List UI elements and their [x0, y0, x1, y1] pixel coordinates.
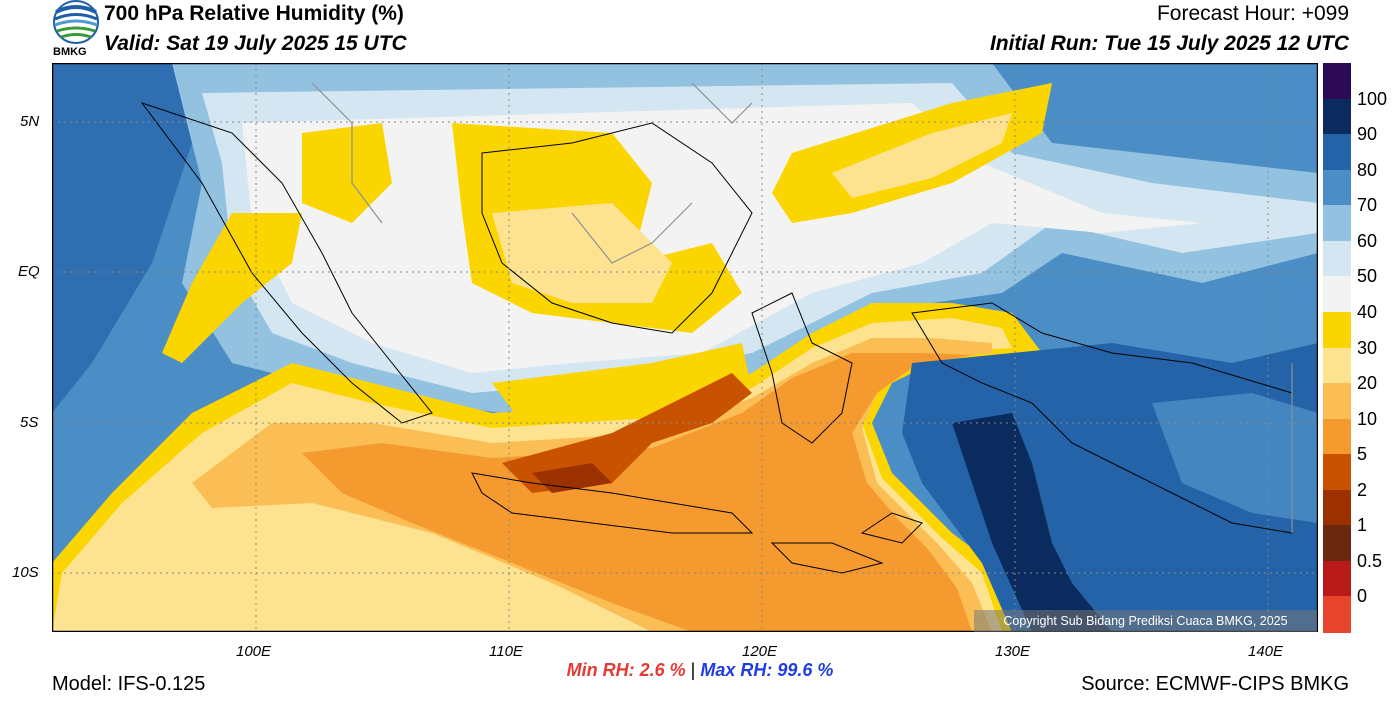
colorbar-cell [1323, 489, 1351, 526]
valid-time: Valid: Sat 19 July 2025 15 UTC [104, 32, 407, 55]
colorbar-cell [1323, 205, 1351, 242]
colorbar-cell [1323, 276, 1351, 313]
dry-patch-2-inner [492, 203, 672, 303]
min-max-separator: | [690, 660, 696, 680]
lon-label-100e: 100E [236, 643, 272, 660]
lon-label-120e: 120E [742, 643, 778, 660]
colorbar-label: 10 [1357, 408, 1378, 429]
colorbar-label: 0.5 [1357, 550, 1383, 571]
colorbar-label: 50 [1357, 266, 1378, 287]
colorbar-cell [1323, 525, 1351, 562]
humidity-map [52, 63, 1318, 632]
rh-band-2 [502, 373, 752, 493]
colorbar-label: 70 [1357, 195, 1378, 216]
graticule [52, 63, 1318, 632]
coastlines [140, 102, 1293, 574]
colorbar-cell [1323, 596, 1351, 633]
dry-patch-4 [162, 213, 302, 363]
logo-text: BMKG [53, 46, 87, 58]
colorbar-label: 1 [1357, 515, 1368, 536]
lat-label-eq: EQ [18, 263, 40, 280]
borders [311, 82, 1293, 533]
colorbar-cell [1323, 311, 1351, 348]
colorbar-cell [1323, 98, 1351, 135]
dry-patch-1 [302, 123, 392, 223]
colorbar-label: 40 [1357, 301, 1378, 322]
lon-label-130e: 130E [995, 643, 1031, 660]
map-frame [52, 63, 1318, 632]
lat-label-10s: 10S [12, 564, 39, 581]
colorbar-label: 20 [1357, 373, 1378, 394]
colorbar-cell [1323, 560, 1351, 597]
colorbar-label: 90 [1357, 124, 1378, 145]
colorbar-cell [1323, 418, 1351, 455]
rh-band-5 [302, 353, 972, 632]
bmkg-logo [50, 0, 102, 62]
min-rh-value: 2.6 % [639, 660, 686, 680]
colorbar [1323, 63, 1351, 633]
colorbar-label: 100 [1357, 88, 1388, 109]
rh-east-90 [952, 413, 1112, 632]
lon-label-140e: 140E [1248, 643, 1284, 660]
colorbar-label: 5 [1357, 444, 1368, 465]
colorbar-cell [1323, 169, 1351, 206]
colorbar-cell [1323, 347, 1351, 384]
colorbar-label: 80 [1357, 159, 1378, 180]
copyright-note: Copyright Sub Bidang Prediksi Cuaca BMKG… [974, 610, 1317, 632]
humidity-map-svg [52, 63, 1318, 632]
lat-label-5n: 5N [20, 113, 40, 130]
colorbar-label: 0 [1357, 586, 1368, 607]
colorbar-cell [1323, 134, 1351, 171]
lon-label-110e: 110E [489, 643, 523, 660]
colorbar-cell [1323, 63, 1351, 100]
rh-band-west-80 [52, 63, 192, 413]
min-rh-label: Min RH: [566, 660, 635, 680]
source-info: Source: ECMWF-CIPS BMKG [1081, 673, 1349, 695]
model-info: Model: IFS-0.125 [52, 673, 206, 695]
chart-title: 700 hPa Relative Humidity (%) [104, 2, 404, 25]
min-max-rh: Min RH: 2.6 % | Max RH: 99.6 % [0, 660, 1400, 681]
colorbar-cell [1323, 383, 1351, 420]
dry-patch-3-inner [832, 113, 1012, 198]
colorbar-label: 2 [1357, 479, 1368, 500]
max-rh-value: 99.6 % [777, 660, 834, 680]
initial-run: Initial Run: Tue 15 July 2025 12 UTC [989, 32, 1349, 55]
colorbar-cell [1323, 454, 1351, 491]
lat-label-5s: 5S [20, 414, 39, 431]
colorbar-cell [1323, 240, 1351, 277]
forecast-hour: Forecast Hour: +099 [1156, 2, 1349, 25]
max-rh-label: Max RH: [700, 660, 773, 680]
colorbar-label: 60 [1357, 230, 1378, 251]
colorbar-label: 30 [1357, 337, 1378, 358]
rh-east-70 [1152, 393, 1318, 523]
